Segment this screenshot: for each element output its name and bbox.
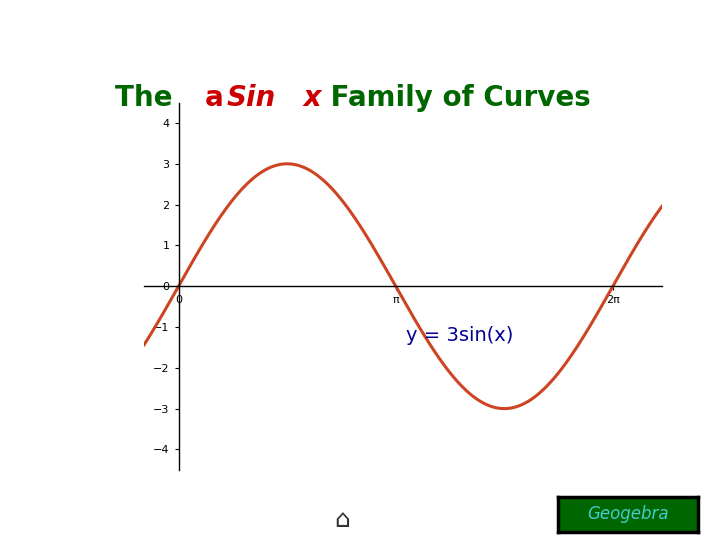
- Text: x: x: [294, 84, 321, 112]
- Text: Trigonometric Graphs: Trigonometric Graphs: [140, 18, 580, 52]
- Text: Geogebra: Geogebra: [588, 505, 669, 523]
- Text: The: The: [115, 84, 182, 112]
- Text: Sin: Sin: [227, 84, 276, 112]
- Text: ⌂: ⌂: [334, 508, 350, 532]
- Text: y = 3sin(x): y = 3sin(x): [406, 326, 513, 345]
- Text: Family of Curves: Family of Curves: [321, 84, 591, 112]
- Text: a: a: [205, 84, 224, 112]
